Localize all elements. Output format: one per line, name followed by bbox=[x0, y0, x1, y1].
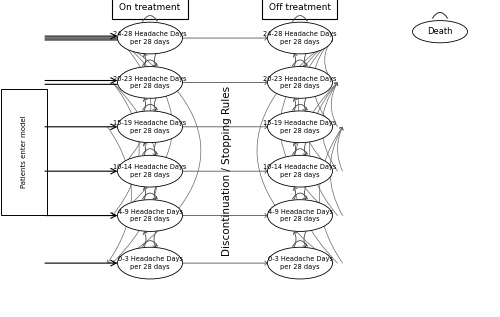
Bar bbox=[1, 89, 46, 215]
Text: 10-14 Headache Days
per 28 days: 10-14 Headache Days per 28 days bbox=[114, 165, 186, 178]
Ellipse shape bbox=[412, 21, 468, 43]
Text: On treatment: On treatment bbox=[120, 3, 180, 12]
Ellipse shape bbox=[118, 67, 182, 98]
FancyArrowPatch shape bbox=[292, 241, 308, 247]
Text: Off treatment: Off treatment bbox=[269, 3, 331, 12]
Ellipse shape bbox=[118, 155, 182, 187]
FancyArrowPatch shape bbox=[292, 149, 308, 155]
FancyArrowPatch shape bbox=[292, 193, 308, 199]
Ellipse shape bbox=[268, 155, 332, 187]
Ellipse shape bbox=[268, 67, 332, 98]
Text: Patients enter model: Patients enter model bbox=[20, 116, 27, 189]
Ellipse shape bbox=[268, 22, 332, 54]
Text: 15-19 Headache Days
per 28 days: 15-19 Headache Days per 28 days bbox=[264, 120, 336, 133]
Text: 24-28 Headache Days
per 28 days: 24-28 Headache Days per 28 days bbox=[263, 31, 337, 45]
FancyArrowPatch shape bbox=[142, 104, 158, 110]
Ellipse shape bbox=[268, 200, 332, 231]
FancyArrowPatch shape bbox=[142, 193, 158, 199]
Text: 4-9 Headache Days
per 28 days: 4-9 Headache Days per 28 days bbox=[118, 209, 182, 222]
Bar bbox=[5, 92, 43, 212]
Ellipse shape bbox=[118, 22, 182, 54]
Bar bbox=[3, 91, 44, 214]
FancyArrowPatch shape bbox=[142, 149, 158, 155]
Ellipse shape bbox=[118, 111, 182, 143]
Text: 4-9 Headache Days
per 28 days: 4-9 Headache Days per 28 days bbox=[268, 209, 332, 222]
FancyArrowPatch shape bbox=[142, 60, 158, 66]
Text: 10-14 Headache Days
per 28 days: 10-14 Headache Days per 28 days bbox=[264, 165, 336, 178]
Text: 24-28 Headache Days
per 28 days: 24-28 Headache Days per 28 days bbox=[113, 31, 187, 45]
FancyArrowPatch shape bbox=[142, 16, 158, 22]
FancyArrowPatch shape bbox=[142, 241, 158, 247]
Ellipse shape bbox=[118, 200, 182, 231]
Text: 0-3 Headache Days
per 28 days: 0-3 Headache Days per 28 days bbox=[268, 256, 332, 270]
Text: 20-23 Headache Days
per 28 days: 20-23 Headache Days per 28 days bbox=[263, 76, 337, 89]
Bar bbox=[262, 0, 338, 19]
Ellipse shape bbox=[268, 247, 332, 279]
FancyArrowPatch shape bbox=[432, 12, 448, 18]
Text: 0-3 Headache Days
per 28 days: 0-3 Headache Days per 28 days bbox=[118, 256, 182, 270]
Text: Discontinuation / Stopping Rules: Discontinuation / Stopping Rules bbox=[222, 86, 232, 256]
Bar bbox=[112, 0, 188, 19]
FancyArrowPatch shape bbox=[292, 16, 308, 22]
FancyArrowPatch shape bbox=[292, 60, 308, 66]
FancyArrowPatch shape bbox=[292, 104, 308, 110]
Ellipse shape bbox=[268, 111, 332, 143]
Text: 20-23 Headache Days
per 28 days: 20-23 Headache Days per 28 days bbox=[113, 76, 187, 89]
Text: 15-19 Headache Days
per 28 days: 15-19 Headache Days per 28 days bbox=[114, 120, 186, 133]
Ellipse shape bbox=[118, 247, 182, 279]
Text: Death: Death bbox=[427, 27, 453, 36]
